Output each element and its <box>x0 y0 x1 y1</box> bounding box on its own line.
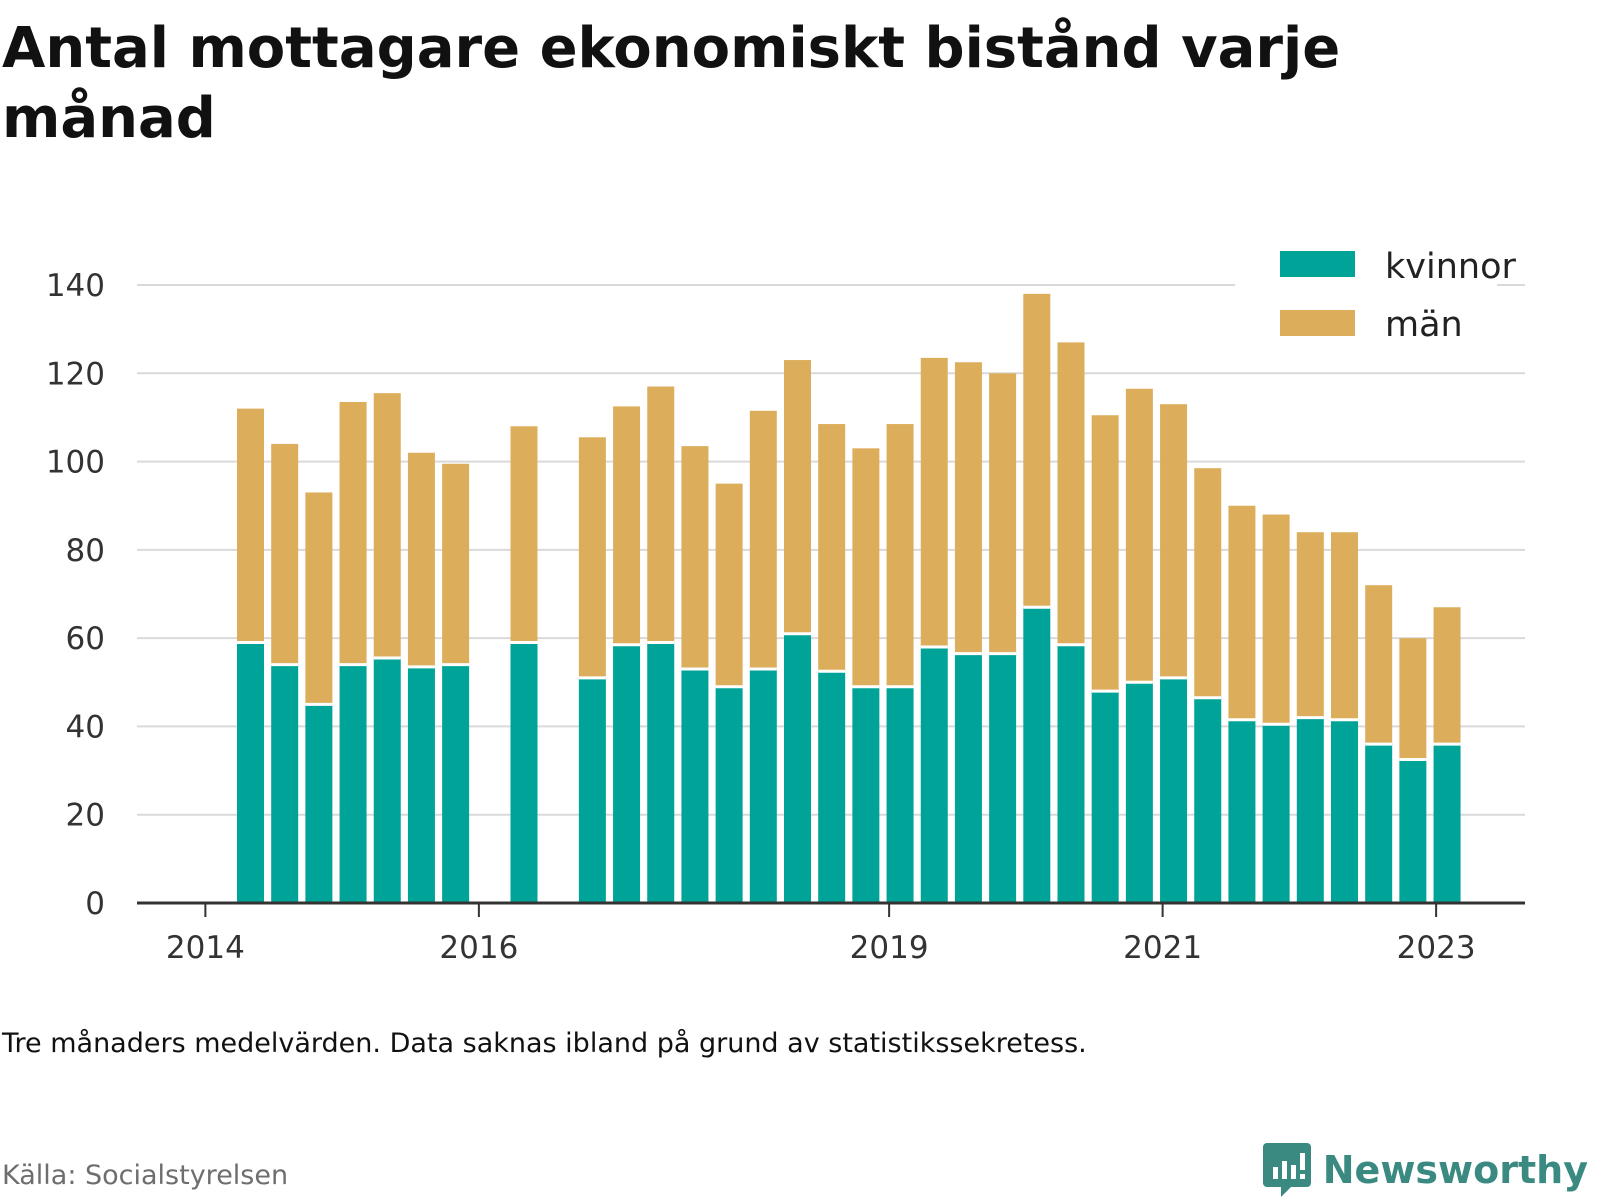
bar-man <box>1023 293 1051 608</box>
y-tick-label: 80 <box>66 533 105 569</box>
newsworthy-logo: Newsworthy <box>1261 1140 1588 1200</box>
bar-man <box>1194 468 1222 698</box>
y-tick-label: 40 <box>66 709 105 745</box>
bar-kvinnor <box>954 653 982 903</box>
bar-man <box>407 452 435 667</box>
brand-name: Newsworthy <box>1322 1148 1588 1192</box>
bar-man <box>647 386 675 643</box>
y-tick-label: 0 <box>85 886 105 922</box>
bar-man <box>1399 638 1427 760</box>
legend-swatch-man <box>1280 310 1355 336</box>
bar-kvinnor <box>681 669 709 903</box>
bar-man <box>1330 532 1358 720</box>
bar-man <box>613 406 641 645</box>
bar-kvinnor <box>407 666 435 903</box>
bar-man <box>1228 505 1256 720</box>
bar-man <box>1296 532 1324 718</box>
bar-man <box>510 426 538 643</box>
bar-man <box>954 362 982 654</box>
bar-kvinnor <box>1160 677 1188 903</box>
bar-kvinnor <box>1228 719 1256 903</box>
bar-man <box>1160 404 1188 678</box>
bar-man <box>578 437 606 678</box>
bar-man <box>339 401 367 665</box>
bar-man <box>681 446 709 670</box>
bar-man <box>237 408 265 643</box>
bar-man <box>442 463 470 665</box>
bar-kvinnor <box>1399 759 1427 903</box>
bar-kvinnor <box>749 669 777 903</box>
bar-kvinnor <box>783 633 811 903</box>
legend-background <box>1235 235 1497 350</box>
legend-label-kvinnor: kvinnor <box>1385 247 1516 287</box>
y-tick-label: 20 <box>66 798 105 834</box>
bar-kvinnor <box>852 686 880 903</box>
bar-man <box>373 393 401 659</box>
x-tick-label: 2019 <box>850 930 929 966</box>
legend-label-man: män <box>1385 305 1463 345</box>
x-tick-label: 2016 <box>439 930 518 966</box>
y-tick-label: 140 <box>46 268 105 304</box>
bar-man <box>1125 388 1153 683</box>
bar-man <box>1057 342 1085 645</box>
bar-man <box>1365 585 1393 745</box>
bar-man <box>271 443 299 665</box>
legend-swatch-kvinnor <box>1280 251 1355 277</box>
chart-title: Antal mottagare ekonomiskt bistånd varje… <box>2 16 1341 151</box>
y-axis-ticks: 0 20 40 60 80 100 120 140 <box>46 268 105 922</box>
x-axis: 2014 2016 2019 2021 2023 <box>137 901 1525 966</box>
bar-kvinnor <box>920 646 948 903</box>
bar-kvinnor <box>237 642 265 903</box>
bar-man <box>1433 607 1461 745</box>
y-tick-label: 100 <box>46 445 105 481</box>
bar-kvinnor <box>578 677 606 903</box>
bar-kvinnor <box>1433 744 1461 903</box>
bar-kvinnor <box>339 664 367 903</box>
y-tick-label: 60 <box>66 621 105 657</box>
bar-kvinnor <box>1125 682 1153 903</box>
bar-man <box>783 360 811 634</box>
bar-kvinnor <box>1194 697 1222 903</box>
bar-kvinnor <box>886 686 914 903</box>
bar-kvinnor <box>1262 724 1290 903</box>
bar-man <box>989 373 1017 654</box>
bar-kvinnor <box>715 686 743 903</box>
x-tick-label: 2014 <box>166 930 245 966</box>
bar-kvinnor <box>647 642 675 903</box>
bar-man <box>1091 415 1119 692</box>
bar-kvinnor <box>613 644 641 903</box>
bar-kvinnor <box>818 671 846 903</box>
bar-series <box>237 293 1461 903</box>
bar-man <box>1262 514 1290 725</box>
bar-kvinnor <box>989 653 1017 903</box>
bar-man <box>818 424 846 672</box>
bar-kvinnor <box>1057 644 1085 903</box>
bar-kvinnor <box>1365 744 1393 903</box>
y-tick-label: 120 <box>46 356 105 392</box>
bar-kvinnor <box>1296 717 1324 903</box>
bar-man <box>920 357 948 647</box>
x-tick-label: 2021 <box>1123 930 1202 966</box>
bar-kvinnor <box>510 642 538 903</box>
bar-man <box>305 492 333 705</box>
bar-kvinnor <box>305 704 333 903</box>
bar-kvinnor <box>271 664 299 903</box>
legend: kvinnor män <box>1235 235 1516 350</box>
chart-note: Tre månaders medelvärden. Data saknas ib… <box>2 1028 1087 1059</box>
bar-man <box>886 424 914 687</box>
bar-man <box>749 410 777 670</box>
bar-kvinnor <box>1023 607 1051 903</box>
bar-kvinnor <box>373 658 401 903</box>
x-tick-label: 2023 <box>1397 930 1476 966</box>
bar-kvinnor <box>1330 719 1358 903</box>
bar-kvinnor <box>442 664 470 903</box>
bar-kvinnor <box>1091 691 1119 903</box>
source-label: Källa: Socialstyrelsen <box>2 1160 289 1191</box>
bar-man <box>715 483 743 687</box>
bar-man <box>852 448 880 687</box>
newsworthy-logo-icon <box>1262 1143 1311 1197</box>
